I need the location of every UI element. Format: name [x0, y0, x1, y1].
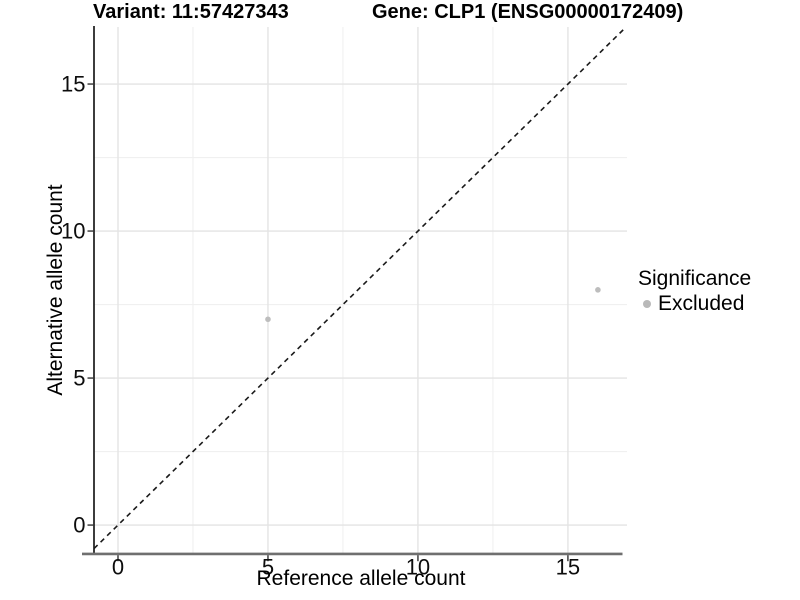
reference-line-group	[93, 26, 627, 550]
plot-title-gene: Gene: CLP1 (ENSG00000172409)	[372, 1, 684, 23]
identity-reference-line	[93, 26, 627, 550]
axis-lines	[82, 26, 623, 556]
gridlines-minor	[94, 27, 627, 553]
y-tick-label: 0	[73, 513, 85, 538]
plot-title-variant: Variant: 11:57427343	[93, 1, 289, 23]
tick-marks	[87, 83, 569, 562]
legend: Significance Excluded	[638, 267, 751, 316]
legend-item-label: Excluded	[658, 292, 745, 315]
y-tick-label: 15	[61, 72, 85, 97]
legend-key-dot	[643, 300, 651, 308]
gridlines-major	[94, 27, 627, 553]
y-tick-label: 10	[61, 219, 85, 244]
legend-item-excluded: Excluded	[638, 292, 751, 316]
x-tick-label: 5	[262, 555, 274, 580]
x-tick-label: 10	[406, 555, 430, 580]
tick-labels: 0 5 10 15 0 5 10 15	[61, 72, 580, 580]
data-points	[265, 287, 601, 323]
legend-title: Significance	[638, 267, 752, 290]
x-axis-title: Reference allele count	[256, 567, 466, 590]
y-tick-label: 5	[73, 366, 85, 391]
data-point	[265, 316, 271, 323]
x-tick-label: 0	[112, 555, 124, 580]
data-point	[595, 287, 601, 293]
x-tick-label: 15	[556, 555, 580, 580]
y-axis-title: Alternative allele count	[44, 184, 67, 396]
